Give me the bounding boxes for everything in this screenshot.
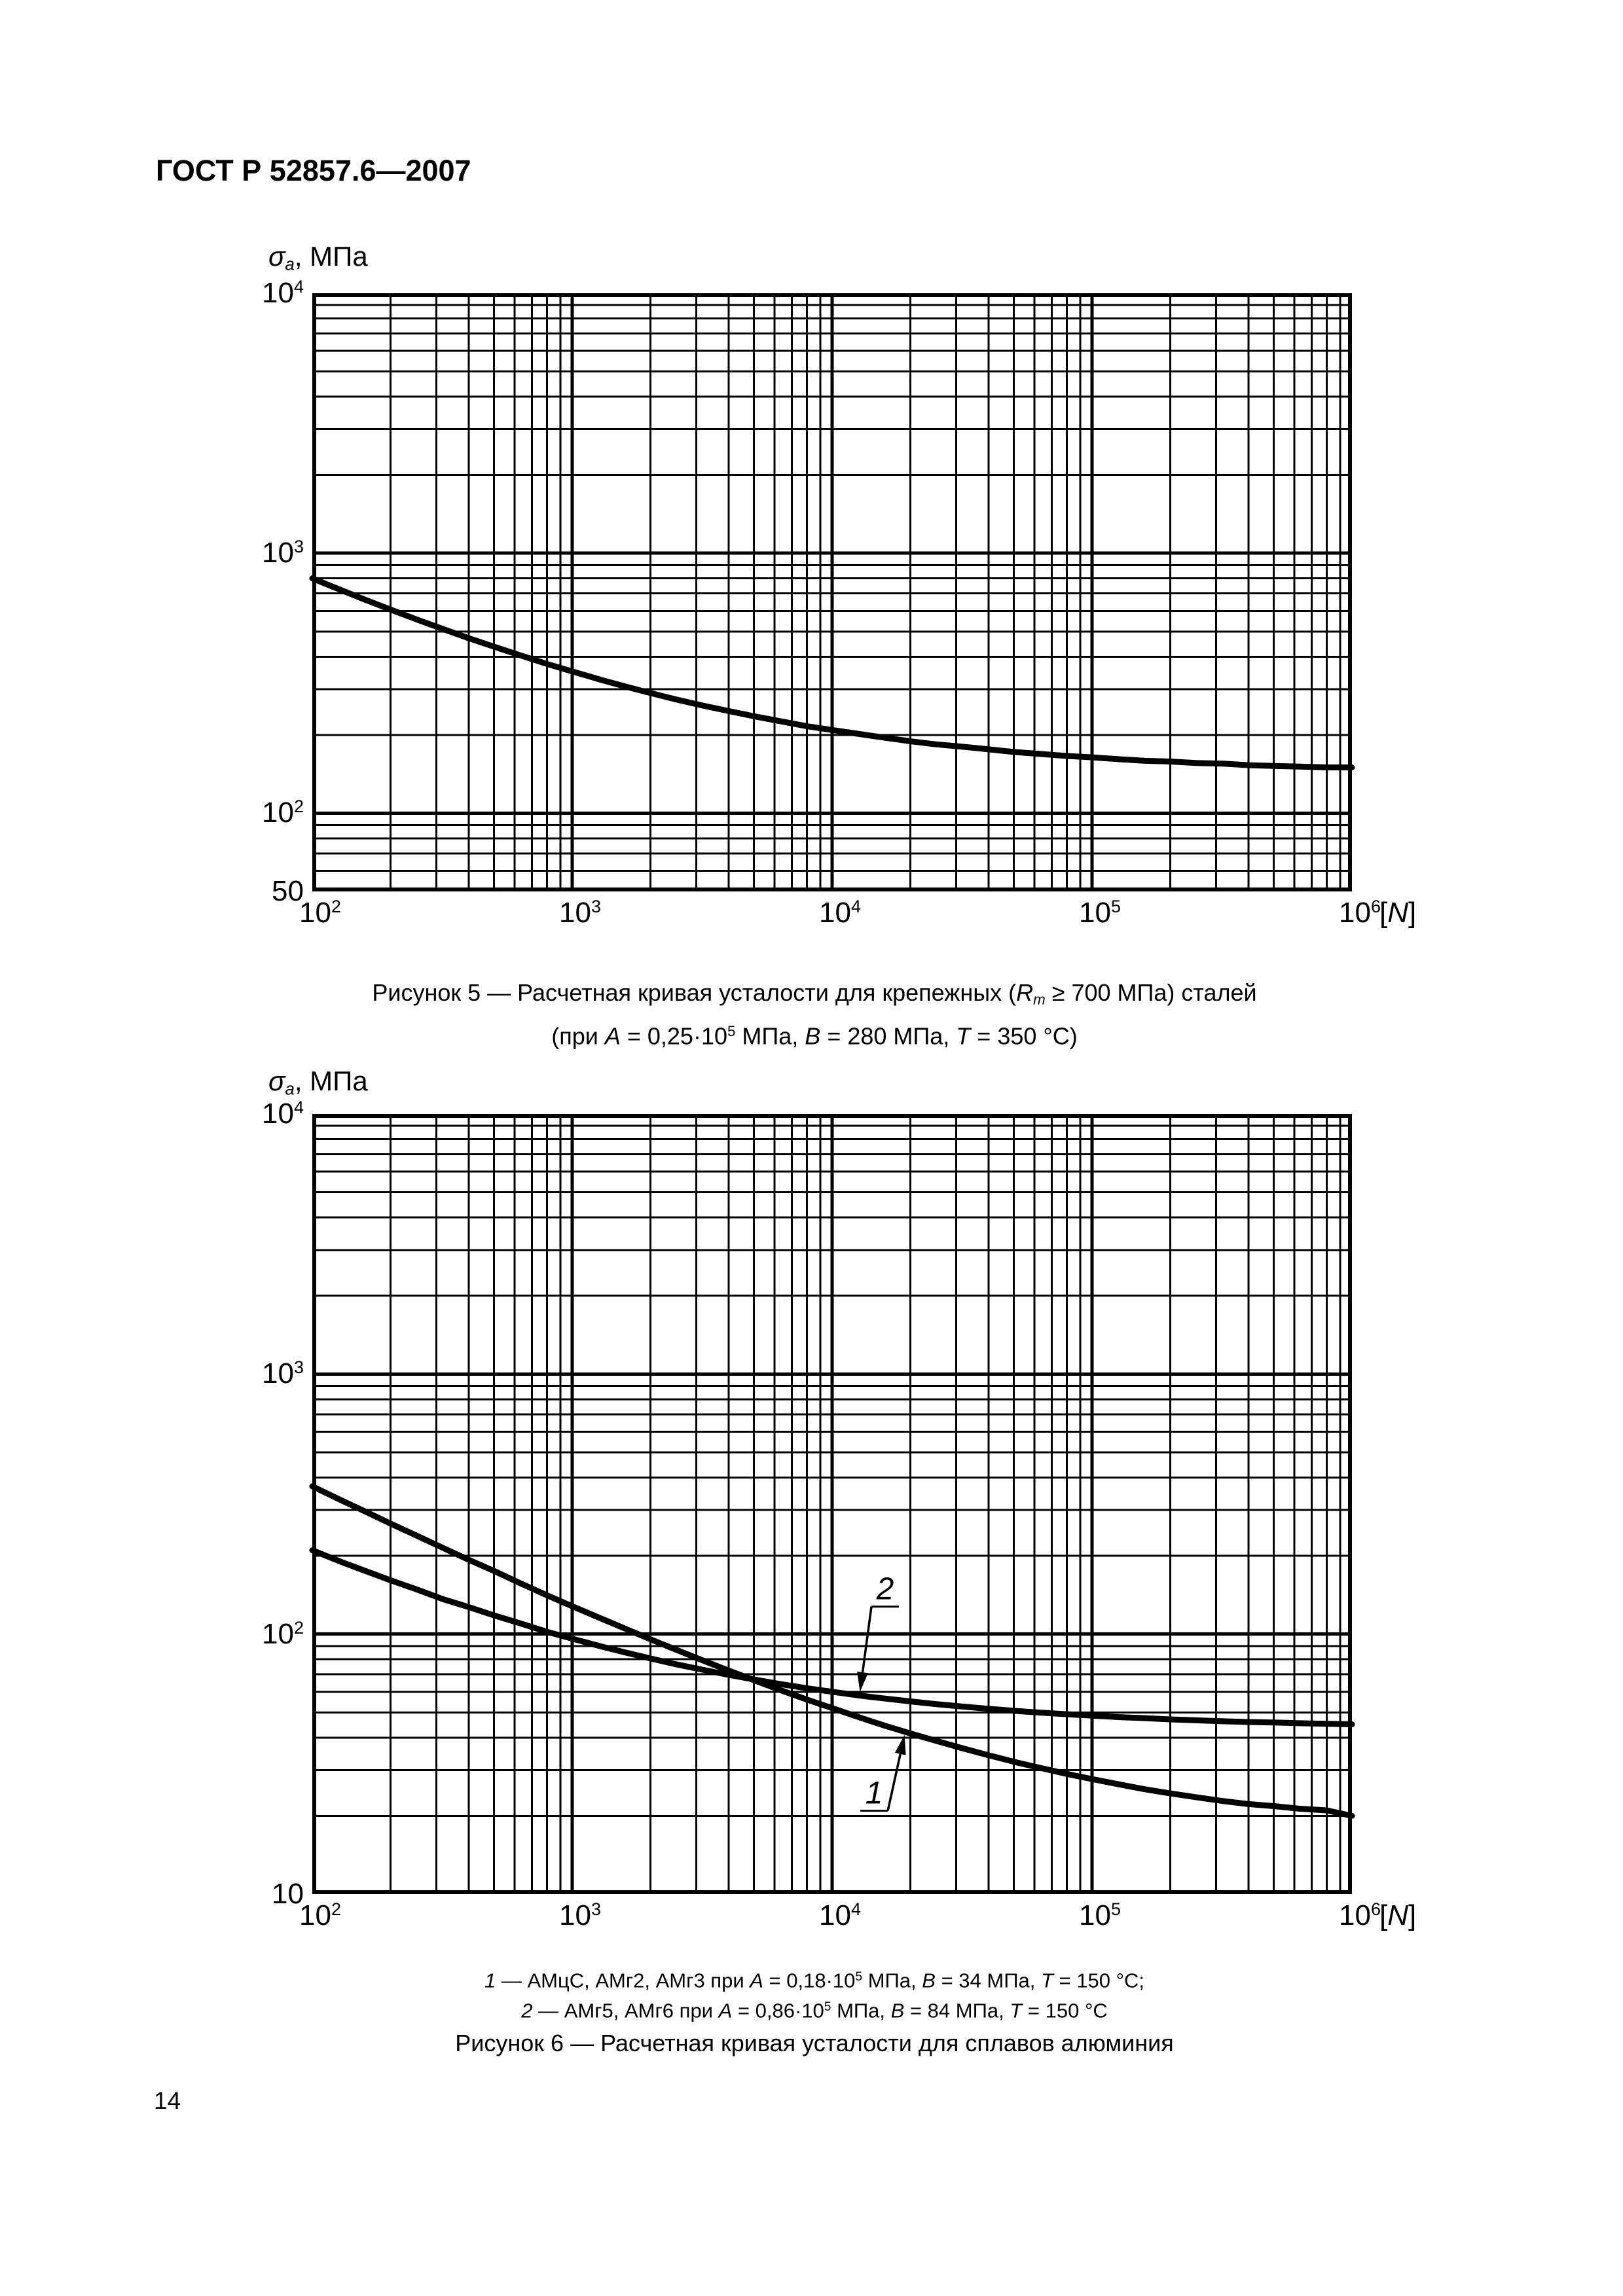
figure6-chart: 12 [309,1114,1355,1894]
text-segment: 5 [855,1970,863,1984]
text-segment: (при [551,1022,605,1049]
figure6-y-tick-label: 104 [262,1098,304,1130]
figure6-y-tick-label: 103 [262,1357,304,1390]
figure5-y-tick-label: 103 [262,537,304,569]
fig6-caption: Рисунок 6 — Расчетная кривая усталости д… [155,2029,1474,2058]
figure6-x-axis-unit: [N] [1379,1899,1417,1931]
text-segment: m [1033,991,1046,1008]
text-segment: = 84 МПа, [904,1999,1010,2022]
fig6-y-axis-title: σa, МПа [268,1066,368,1100]
text-segment: = 150 °C; [1053,1969,1144,1992]
arrowhead [894,1734,906,1755]
leader-line [886,1753,902,1812]
figure5-x-tick-label: 102 [299,897,341,929]
page-number: 14 [154,2087,181,2114]
figure6-y-tick-label: 102 [262,1617,304,1650]
text-segment: МПа, [735,1022,805,1049]
curve-annotation-1: 1 [860,1734,906,1812]
curve-label-1: 1 [866,1776,883,1811]
fig6-legend-line2: 2 — АМг5, АМг6 при A = 0,86·105 МПа, B =… [155,1994,1474,2024]
figure5-chart [309,293,1355,891]
text-segment: = 350 °C) [970,1022,1078,1049]
grid [312,1114,1352,1894]
text-segment: = 280 МПа, [820,1022,957,1049]
curve-annotation-2: 2 [857,1572,900,1692]
fig6-legend-line1: 1 — АМцС, АМг2, АМг3 при A = 0,18·105 МП… [155,1964,1474,1994]
text-segment: 1 [484,1969,496,1992]
figure6-x-tick-label: 105 [1079,1899,1121,1931]
text-segment: = 0,25·10 [620,1022,727,1049]
text-segment: a [285,254,295,274]
figure5-x-axis-unit: [N] [1379,897,1417,929]
text-segment: a [285,1079,295,1099]
text-segment: Рисунок 5 — Расчетная кривая усталости д… [372,979,1017,1006]
fig5-caption: Рисунок 5 — Расчетная кривая усталости д… [155,977,1474,1052]
fig5-y-axis-title: σa, МПа [268,241,368,275]
figure5-x-tick-label: 105 [1079,897,1121,929]
text-segment: 5 [727,1022,736,1039]
curve-label-2: 2 [876,1572,894,1607]
figure6-x-tick-label: 102 [299,1899,341,1931]
text-segment: МПа, [831,1999,891,2022]
figure5-x-tick-label: 103 [559,897,601,929]
text-segment: T [1010,1999,1023,2022]
fig5-caption-line2: (при A = 0,25·105 МПа, B = 280 МПа, T = … [155,1016,1474,1052]
figure5-x-tick-label: 106 [1339,897,1381,929]
figure6-y-tick-label: 10 [272,1878,304,1910]
text-segment: — АМг5, АМг6 при [532,1999,719,2022]
chart-frame [312,1114,1352,1894]
text-segment: A [750,1969,763,1992]
text-segment: 5 [824,2000,831,2014]
text-segment: A [718,1999,733,2022]
text-segment: B [890,1999,905,2022]
text-segment: МПа, [862,1969,922,1992]
text-segment: T [956,1022,971,1049]
text-segment: = 0,86·10 [732,1999,824,2022]
text-segment: — АМцС, АМг2, АМг3 при [496,1969,750,1992]
text-segment: = 150 °C [1022,1999,1108,2022]
figure5-y-tick-label: 50 [272,875,304,907]
text-segment: σ [268,1066,285,1096]
figure5-y-tick-label: 104 [262,277,304,309]
leader-line [861,1606,873,1673]
figure6-x-tick-label: 106 [1339,1899,1381,1931]
figure6-x-tick-label: 103 [559,1899,601,1931]
document-header: ГОСТ Р 52857.6—2007 [156,154,471,187]
text-segment: R [1016,979,1034,1006]
fig5-caption-line1: Рисунок 5 — Расчетная кривая усталости д… [155,977,1474,1016]
text-segment: , МПа [294,241,368,272]
text-segment: σ [268,241,285,272]
figure6-curve-2 [309,1547,1355,1727]
figure5-curve-1 [309,575,1355,770]
text-segment: B [922,1969,936,1992]
text-segment: ≥ 700 МПа) сталей [1045,979,1257,1006]
figure6-curve-1 [309,1483,1355,1819]
text-segment: 2 [521,1999,533,2022]
fig6-legend: 1 — АМцС, АМг2, АМг3 при A = 0,18·105 МП… [155,1964,1474,2024]
text-segment: A [604,1022,621,1049]
text-segment: T [1040,1969,1053,1992]
figure5-x-tick-label: 104 [819,897,861,929]
grid [312,293,1352,891]
chart-frame [312,293,1352,891]
text-segment: Рисунок 6 — Расчетная кривая усталости д… [455,2030,1174,2056]
text-segment: = 0,18·10 [763,1969,856,1992]
text-segment: = 34 МПа, [935,1969,1041,1992]
text-segment: B [805,1022,821,1049]
figure6-x-tick-label: 104 [819,1899,861,1931]
figure5-y-tick-label: 102 [262,797,304,829]
text-segment: , МПа [294,1066,368,1096]
arrowhead [857,1671,868,1692]
